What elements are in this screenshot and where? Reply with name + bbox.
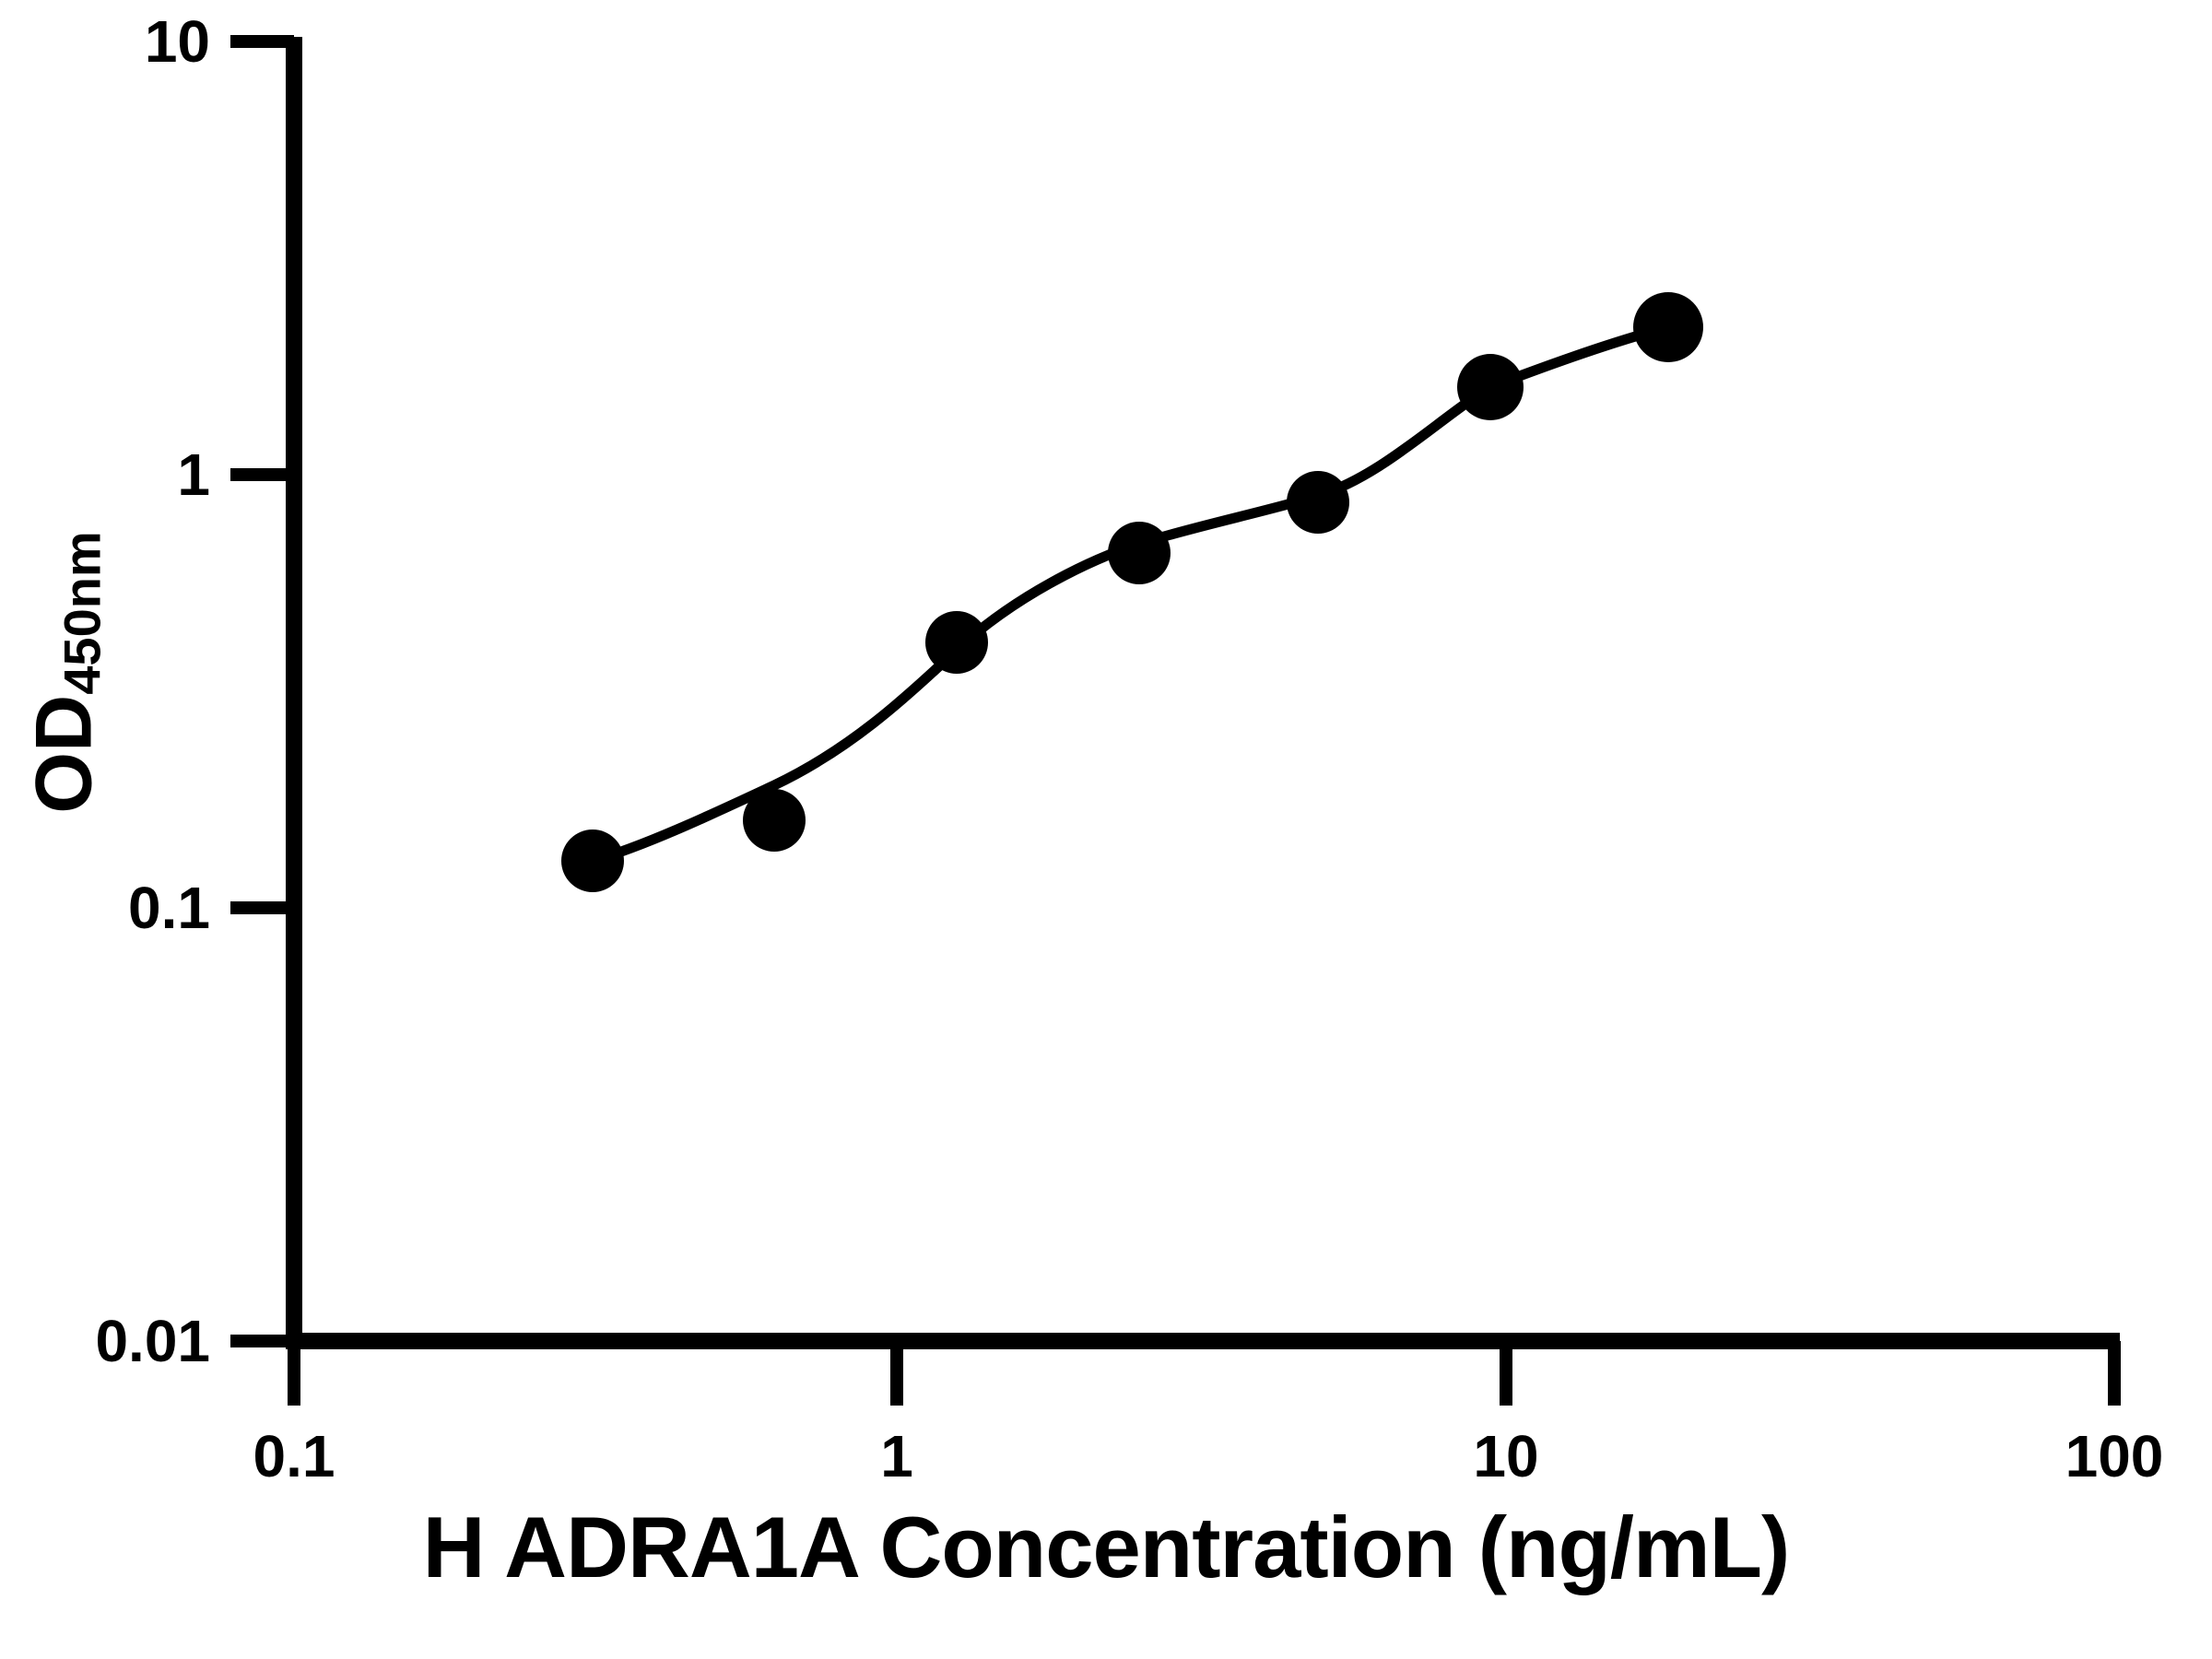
data-point [1287, 471, 1349, 534]
y-tick-label-0.1: 0.1 [128, 875, 210, 941]
y-tick-label-0.01: 0.01 [95, 1308, 210, 1374]
data-point [925, 611, 988, 674]
y-tick-label-1: 1 [177, 441, 210, 508]
x-axis-ticks [288, 1341, 2121, 1406]
data-point [561, 830, 624, 892]
data-point [743, 789, 806, 852]
x-tick-label-100: 100 [2065, 1423, 2164, 1489]
x-tick-label-1: 1 [880, 1423, 913, 1489]
x-tick-label-0.1: 0.1 [253, 1423, 335, 1489]
data-point [1633, 292, 1703, 362]
x-axis-title: H ADRA1A Concentration (ng/mL) [422, 1499, 1791, 1595]
y-axis-title-main: OD [19, 694, 109, 814]
y-axis-title-subscript: 450nm [53, 531, 112, 695]
y-axis-title: OD450nm [19, 304, 112, 1041]
y-axis-ticks [230, 35, 294, 1347]
data-point [1108, 522, 1171, 584]
y-tick-label-10: 10 [144, 8, 210, 75]
data-point [1457, 354, 1524, 420]
data-point-markers [561, 292, 1703, 892]
x-tick-label-10: 10 [1473, 1423, 1539, 1489]
